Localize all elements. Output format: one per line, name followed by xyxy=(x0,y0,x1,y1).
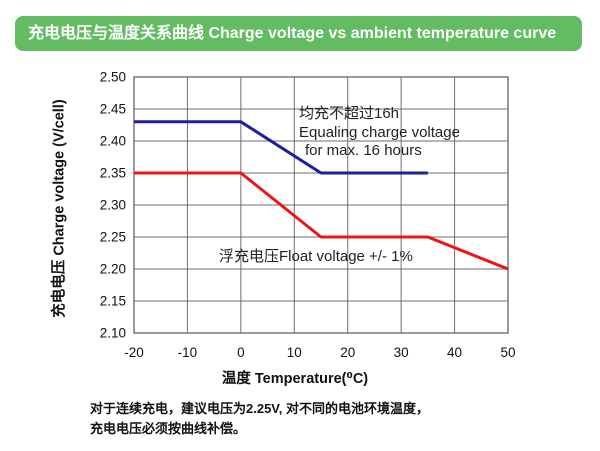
svg-text:2.30: 2.30 xyxy=(100,198,126,213)
x-axis-title: 温度 Temperature(⁰C) xyxy=(221,371,369,387)
svg-text:30: 30 xyxy=(394,345,409,360)
plot-border xyxy=(133,76,509,334)
svg-text:2.10: 2.10 xyxy=(100,326,126,341)
y-tick-labels: 2.50 2.45 2.40 2.35 2.30 2.25 2.20 2.15 2.10 xyxy=(100,70,126,341)
svg-text:10: 10 xyxy=(287,345,302,360)
annotation-float-voltage: 浮充电压Float voltage +/- 1% xyxy=(219,248,413,265)
svg-text:2.45: 2.45 xyxy=(100,102,126,117)
svg-text:2.20: 2.20 xyxy=(100,262,126,277)
x-tick-labels: -20 -10 0 10 20 30 40 50 xyxy=(124,345,515,360)
footer-line: 对于连续充电，建议电压为2.25V, 对不同的电池环境温度， xyxy=(90,401,430,416)
svg-text:2.25: 2.25 xyxy=(100,230,126,245)
annotation-line: Equaling charge voltage xyxy=(299,123,460,141)
page-title: 充电电压与温度关系曲线 Charge voltage vs ambient te… xyxy=(15,16,582,51)
svg-text:40: 40 xyxy=(447,345,462,360)
svg-text:50: 50 xyxy=(500,345,515,360)
svg-text:2.35: 2.35 xyxy=(100,166,126,181)
annotation-line: for max. 16 hours xyxy=(305,142,422,159)
y-axis-title: 充电电压 Charge voltage (V/cell) xyxy=(51,99,68,318)
svg-text:2.50: 2.50 xyxy=(100,70,126,85)
footer-line: 充电电压必须按曲线补偿。 xyxy=(90,421,247,436)
svg-text:2.40: 2.40 xyxy=(100,134,126,149)
series-equalizing-charge-voltage xyxy=(134,120,428,175)
svg-text:20: 20 xyxy=(340,345,355,360)
svg-text:0: 0 xyxy=(237,345,245,360)
svg-text:-20: -20 xyxy=(124,345,144,360)
annotation-equalizing-charge: 均充不超过16h Equaling charge voltage for max… xyxy=(299,105,460,161)
series-float-voltage xyxy=(134,171,509,271)
svg-text:-10: -10 xyxy=(178,345,198,360)
annotation-line: 均充不超过16h xyxy=(299,105,400,122)
footer-note: 对于连续充电，建议电压为2.25V, 对不同的电池环境温度， 充电电压必须按曲线… xyxy=(90,399,429,439)
svg-text:2.15: 2.15 xyxy=(100,294,126,309)
